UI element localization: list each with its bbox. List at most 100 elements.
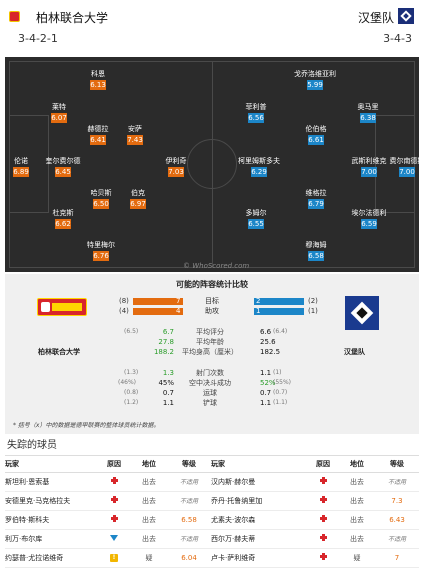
player-rating: 6.89 [13, 167, 29, 177]
player-name: 伦伯格 [305, 125, 327, 133]
away-player[interactable]: 埃尔法德利 6.59 [334, 209, 404, 229]
home-player[interactable]: 伯克 6.97 [103, 189, 173, 209]
home-team-name[interactable]: 柏林联合大学 [36, 11, 109, 25]
player-rating: 6.55 [248, 219, 264, 229]
away-assists-total: (1) [308, 307, 318, 315]
home-player[interactable]: 哈贝斯 6.50 [66, 189, 136, 209]
player-name: 柯里姆斯多夫 [238, 157, 280, 165]
away-note: (1.1) [273, 399, 288, 406]
table-header-row: 玩家 原因 地位 等级 玩家 原因 地位 等级 [5, 456, 419, 473]
col-player: 玩家 [5, 456, 97, 473]
player-rating: 7.43 [127, 135, 143, 145]
assists-label: 助攻 [205, 307, 219, 315]
status: 出去 [131, 529, 167, 549]
injury-cross-icon [319, 553, 327, 560]
away-player-link[interactable]: 乔丹·托鲁纳里加 [211, 491, 307, 511]
home-player-link[interactable]: 约瑟普·尤拉诺维奇 [5, 548, 97, 568]
home-player[interactable]: 奎尔费尔德 6.45 [28, 157, 98, 177]
away-player[interactable]: 费尔南德斯 7.00 [372, 157, 419, 177]
away-assists-bar [254, 308, 304, 315]
stats-home-team[interactable]: 柏林联合大学 [38, 348, 80, 356]
status: 出去 [131, 472, 167, 492]
home-player[interactable]: 杜克斯 6.62 [28, 209, 98, 229]
home-player[interactable]: 安萨 7.43 [100, 125, 170, 145]
home-player[interactable]: 伦诺 6.89 [5, 157, 56, 177]
home-player-link[interactable]: 斯坦利·恩索基 [5, 472, 97, 492]
stats-away-team[interactable]: 汉堡队 [344, 348, 365, 356]
away-player[interactable]: 菲利普 6.56 [221, 103, 291, 123]
status: 出去 [339, 529, 375, 549]
home-player[interactable]: 伊利奇 7.03 [141, 157, 211, 177]
player-name: 安萨 [128, 125, 142, 133]
table-row: 安德里克·马克格拉夫 出去 不适用 乔丹·托鲁纳里加 出去 7.3 [5, 491, 419, 511]
stat-label: 射门次数 [196, 369, 224, 377]
table-row: 斯坦利·恩索基 出去 不适用 汉内斯·赫尔曼 出去 不适用 [5, 472, 419, 492]
away-assists-value: 1 [256, 307, 261, 315]
home-note: (1.3) [124, 369, 139, 376]
injury-cross-icon [319, 477, 327, 484]
away-team-name[interactable]: 汉堡队 [357, 11, 394, 25]
away-player-link[interactable]: 西尔万·赫夫蒂 [211, 529, 307, 549]
status: 疑 [339, 548, 375, 568]
col-level: 等级 [167, 456, 211, 473]
away-player[interactable]: 穆海姆 6.58 [281, 241, 351, 261]
status: 疑 [131, 548, 167, 568]
player-rating: 6.62 [55, 219, 71, 229]
table-row: 约瑟普·尤拉诺维奇 ! 疑 6.04 卢卡·萨利维奇 疑 7 [5, 548, 419, 568]
home-player[interactable]: 特里梅尔 6.76 [66, 241, 136, 261]
col-reason: 原因 [97, 456, 131, 473]
player-rating: 6.38 [360, 113, 376, 123]
home-player[interactable]: 莱特 6.07 [24, 103, 94, 123]
player-name: 费尔南德斯 [389, 157, 420, 165]
away-value: 6.6 [260, 328, 272, 336]
col-reason: 原因 [307, 456, 339, 473]
home-player-link[interactable]: 罗伯特·斯科夫 [5, 510, 97, 530]
player-name: 伯克 [131, 189, 145, 197]
player-rating: 6.45 [55, 167, 71, 177]
player-name: 穆海姆 [305, 241, 327, 249]
away-player-link[interactable]: 卢卡·萨利维奇 [211, 548, 307, 568]
home-player[interactable]: 科恩 6.13 [63, 70, 133, 90]
away-player[interactable]: 多姆尔 6.55 [221, 209, 291, 229]
level: 6.43 [375, 510, 419, 530]
away-value: 182.5 [260, 348, 281, 356]
injury-cross-icon [110, 496, 118, 503]
home-goals-total: (8) [119, 297, 129, 305]
away-player[interactable]: 伦伯格 6.61 [281, 125, 351, 145]
union-berlin-badge-icon [9, 11, 20, 22]
home-value: 1.3 [162, 369, 174, 377]
stat-row-avg-height: 188.2 平均身高（厘米） 182.5 [5, 347, 419, 357]
home-value: 6.7 [162, 328, 174, 336]
away-player[interactable]: 柯里姆斯多夫 6.29 [224, 157, 294, 177]
player-rating: 6.79 [308, 199, 324, 209]
away-player[interactable]: 奥马里 6.38 [333, 103, 403, 123]
player-name: 科恩 [91, 70, 105, 78]
injury-cross-icon [319, 515, 327, 522]
col-level: 等级 [375, 456, 419, 473]
home-formation: 3-4-2-1 [18, 32, 58, 45]
player-name: 赫德拉 [87, 125, 109, 133]
player-rating: 7.00 [399, 167, 415, 177]
home-player[interactable]: 赫德拉 6.41 [63, 125, 133, 145]
player-name: 奎尔费尔德 [45, 157, 81, 165]
away-player[interactable]: 武斯利维克 7.00 [334, 157, 404, 177]
stat-row-aerials: (46%) 45% 空中决斗成功 52% (55%) [5, 378, 419, 388]
away-note: (55%) [273, 379, 292, 386]
away-player-link[interactable]: 尤素夫·波尔森 [211, 510, 307, 530]
away-goals-bar [254, 298, 304, 305]
col-status: 地位 [131, 456, 167, 473]
level: 不适用 [375, 472, 419, 492]
away-player[interactable]: 维格拉 6.79 [281, 189, 351, 209]
stat-label: 空中决斗成功 [189, 379, 231, 387]
home-player-link[interactable]: 利万·布尔库 [5, 529, 97, 549]
level: 6.58 [167, 510, 211, 530]
lineup-pitch: 科恩 6.13 莱特 6.07 赫德拉 6.41 安萨 7.43 伦诺 6.89 奎尔费尔… [5, 57, 419, 272]
hsv-badge-icon [398, 8, 414, 24]
away-value: 0.7 [260, 389, 272, 397]
away-value: 52% [260, 379, 276, 387]
stat-row-avg-rating: (6.5) 6.7 平均评分 6.6 (6.4) [5, 327, 419, 337]
player-rating: 6.07 [51, 113, 67, 123]
away-player-link[interactable]: 汉内斯·赫尔曼 [211, 472, 307, 492]
away-player[interactable]: 戈乔洛维亚利 5.99 [280, 70, 350, 90]
home-player-link[interactable]: 安德里克·马克格拉夫 [5, 491, 97, 511]
